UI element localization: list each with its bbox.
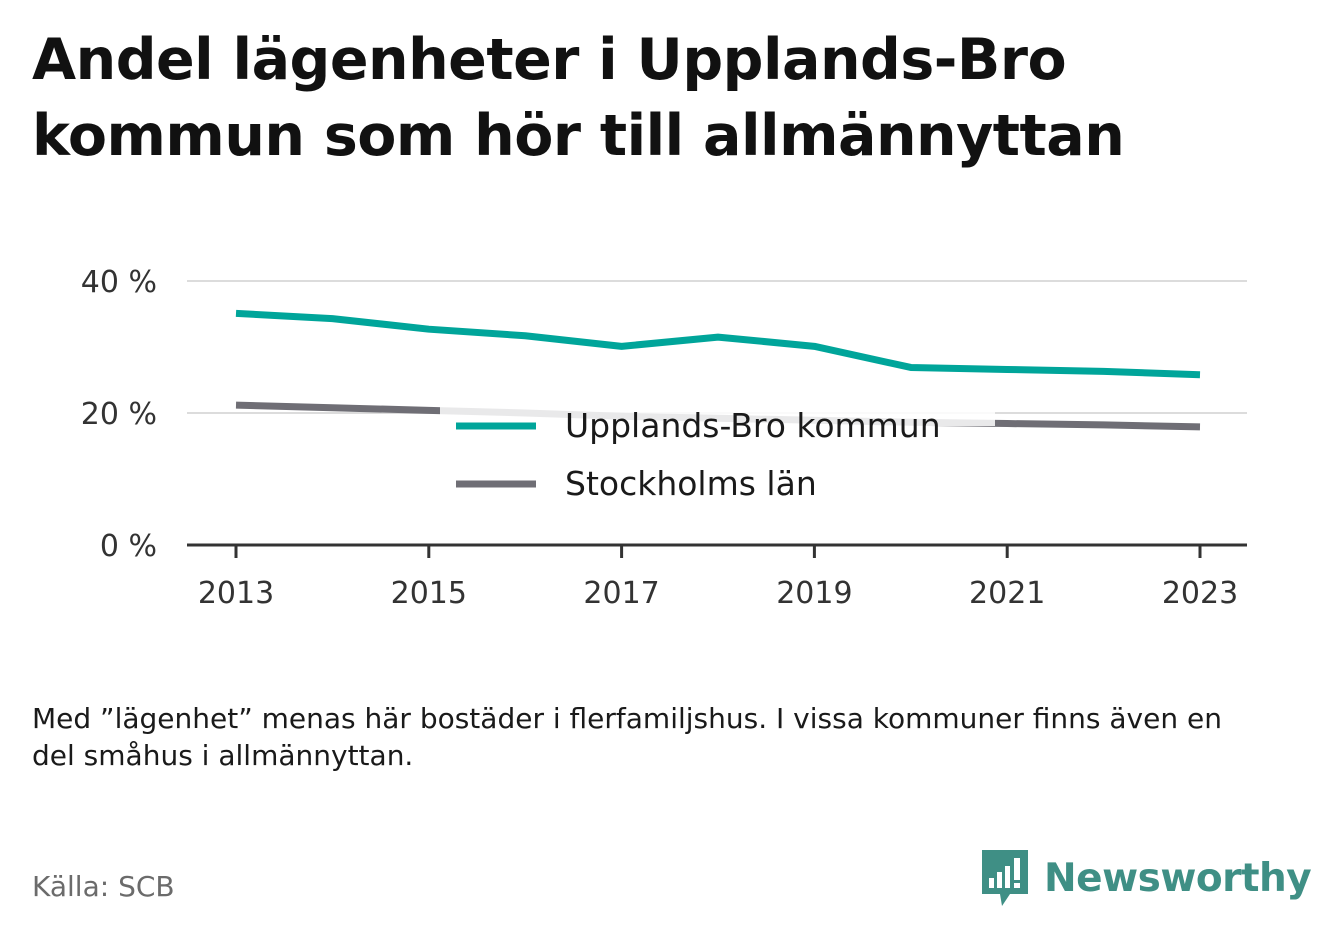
brand-name: Newsworthy bbox=[1044, 855, 1312, 901]
x-tick-label: 2023 bbox=[1162, 576, 1238, 611]
legend-background bbox=[440, 398, 995, 426]
series-line bbox=[235, 309, 1201, 379]
y-axis-tick-labels: 0 % 20 % 40 % bbox=[81, 265, 157, 564]
x-tick-label: 2021 bbox=[969, 576, 1045, 611]
legend-label: Stockholms län bbox=[565, 464, 817, 503]
newsworthy-logo-icon bbox=[982, 850, 1028, 906]
y-tick-label: 0 % bbox=[100, 529, 157, 564]
x-tick-label: 2017 bbox=[583, 576, 659, 611]
y-tick-label: 20 % bbox=[81, 397, 157, 432]
x-tick-label: 2015 bbox=[391, 576, 467, 611]
line-chart: 0 % 20 % 40 % 2013 2015 2017 2019 2021 2023 Upp… bbox=[81, 265, 1247, 611]
brand-logo[interactable]: Newsworthy bbox=[980, 848, 1312, 908]
x-axis: 2013 2015 2017 2019 2021 2023 bbox=[187, 543, 1247, 611]
source-label: Källa: SCB bbox=[32, 870, 175, 903]
x-tick-label: 2013 bbox=[198, 576, 274, 611]
legend: Upplands-Bro kommun Stockholms län bbox=[440, 398, 995, 506]
footnote: Med ”lägenhet” menas här bostäder i fler… bbox=[32, 702, 1222, 772]
grid-lines bbox=[187, 280, 1247, 414]
legend-background bbox=[440, 426, 860, 506]
y-tick-label: 40 % bbox=[81, 265, 157, 300]
chart-title: Andel lägenheter i Upplands-Bro kommun s… bbox=[32, 27, 1125, 169]
x-tick-label: 2019 bbox=[776, 576, 852, 611]
legend-label: Upplands-Bro kommun bbox=[565, 406, 941, 445]
